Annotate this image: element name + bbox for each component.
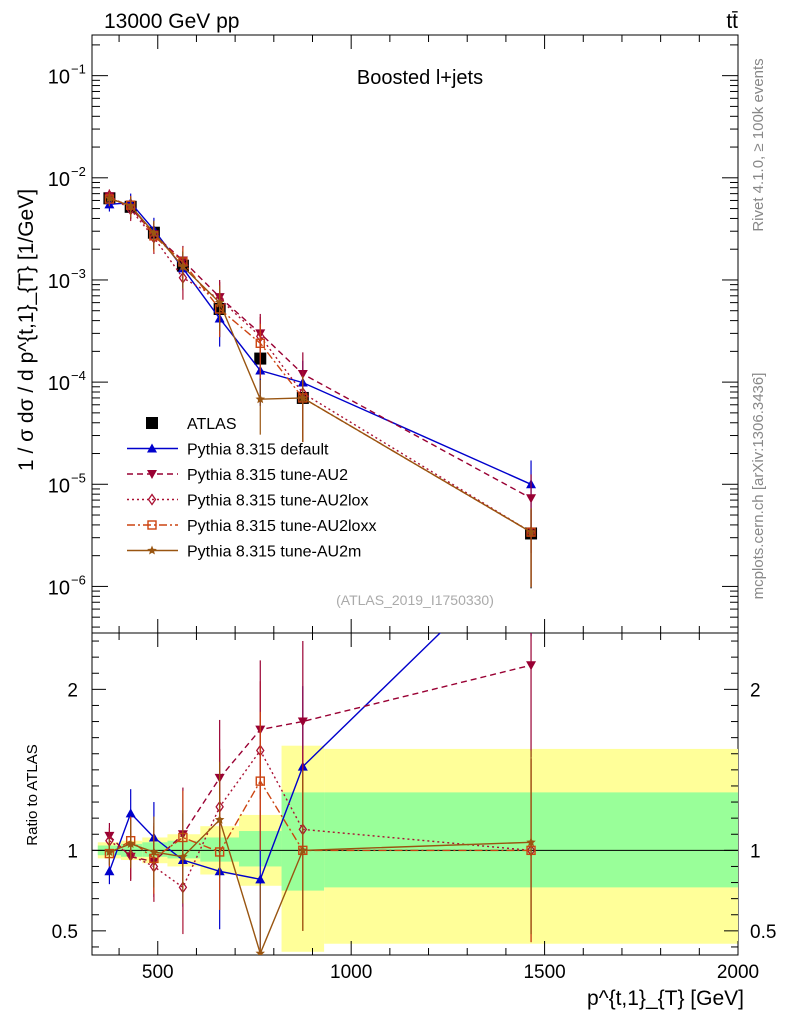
- y-tick-label-ratio-right: 2: [750, 680, 761, 701]
- y-tick-label-main: 10: [48, 271, 70, 293]
- legend-item: Pythia 8.315 tune-AU2m: [127, 544, 361, 561]
- ratio-line: [109, 749, 532, 889]
- ratio-point: [214, 814, 225, 824]
- series-pythia-8-315-default: [104, 193, 537, 540]
- legend-label: Pythia 8.315 tune-AU2m: [187, 544, 361, 561]
- y-tick-label-main-exp: −1: [71, 62, 86, 77]
- x-axis-label: p^{t,1}_{T} [GeV]: [587, 987, 744, 1010]
- chart-title: Boosted l+jets: [357, 67, 483, 89]
- series-line: [109, 197, 532, 533]
- legend-label: Pythia 8.315 tune-AU2: [187, 467, 348, 484]
- x-tick-label: 1000: [330, 962, 372, 983]
- legend-marker: [147, 470, 157, 479]
- ratio-line: [108, 633, 442, 881]
- y-tick-label-main: 10: [48, 373, 70, 395]
- y-tick-label-ratio: 0.5: [52, 922, 78, 943]
- data-point: [526, 527, 536, 537]
- data-point: [149, 227, 159, 237]
- ratio-point: [255, 948, 265, 955]
- y-tick-label-ratio: 1: [67, 841, 78, 862]
- legend-item: Pythia 8.315 tune-AU2lox: [127, 493, 368, 510]
- ratio-point: [526, 661, 537, 671]
- y-tick-label-main-exp: −2: [71, 164, 86, 179]
- data-point: [526, 494, 537, 504]
- series-line: [109, 195, 532, 499]
- ratio-point: [125, 808, 136, 818]
- ratio-point: [178, 851, 188, 861]
- uncertainty-bands: [92, 745, 738, 952]
- analysis-id: (ATLAS_2019_I1750330): [336, 592, 494, 608]
- y-tick-label-ratio-right: 0.5: [750, 922, 776, 943]
- header-right: tt̄: [726, 10, 738, 33]
- ratio-line: [109, 818, 532, 955]
- legend-label: Pythia 8.315 tune-AU2lox: [187, 493, 368, 510]
- data-point: [255, 338, 265, 348]
- rivet-version-label: Rivet 4.1.0, ≥ 100k events: [750, 58, 767, 231]
- data-point: [178, 261, 188, 271]
- ratio-point: [104, 847, 115, 856]
- y-tick-label-ratio-right: 1: [750, 841, 761, 862]
- legend-marker: [147, 493, 157, 506]
- x-tick-label: 500: [142, 962, 174, 983]
- data-point: [104, 193, 115, 203]
- ratio-point: [104, 866, 115, 876]
- ratio-point: [149, 847, 159, 856]
- series-line: [109, 195, 532, 533]
- legend-item: Pythia 8.315 tune-AU2: [127, 467, 348, 484]
- ratio-point: [526, 837, 536, 847]
- legend-label: Pythia 8.315 tune-AU2loxx: [187, 518, 376, 535]
- y-tick-label-main: 10: [48, 577, 70, 599]
- legend-item: ATLAS: [146, 416, 237, 433]
- x-tick-label: 1500: [523, 962, 565, 983]
- ratio-lines: [104, 633, 537, 955]
- x-tick-label: 2000: [717, 962, 759, 983]
- data-point: [125, 201, 136, 210]
- series-pythia-8-315-tune-au2m: [104, 192, 536, 588]
- ratio-line: [109, 779, 531, 860]
- y-tick-label-main-exp: −3: [71, 266, 86, 281]
- legend-marker: [147, 520, 157, 530]
- y-axis-label-main: 1 / σ dσ / d p^{t,1}_{T} [1/GeV]: [15, 189, 38, 471]
- ratio-point: [255, 874, 266, 884]
- y-tick-label-main: 10: [48, 67, 70, 89]
- y-axis-label-main-text: 1 / σ dσ / d p^{t,1}_{T} [1/GeV]: [15, 189, 38, 471]
- ratio-point: [125, 838, 136, 848]
- y-tick-label-main-exp: −4: [71, 368, 86, 383]
- header-left: 13000 GeV pp: [104, 10, 239, 33]
- y-axis-label-ratio: Ratio to ATLAS: [24, 744, 41, 845]
- ratio-point: [255, 776, 265, 786]
- y-tick-label-main-exp: −5: [71, 470, 86, 485]
- legend-label: ATLAS: [187, 416, 237, 433]
- legend-item: Pythia 8.315 tune-AU2loxx: [127, 518, 376, 535]
- ratio-pythia-8-315-tune-au2m: [104, 750, 536, 955]
- legend: ATLAS Pythia 8.315 default Pythia 8.315 tu…: [127, 416, 376, 561]
- legend-item: Pythia 8.315 default: [127, 442, 329, 459]
- legend-marker: [146, 417, 158, 429]
- legend-label: Pythia 8.315 default: [187, 442, 329, 459]
- main-series-group: [103, 189, 538, 589]
- legend-marker: [147, 545, 157, 555]
- data-point: [214, 297, 225, 307]
- y-tick-label-main: 10: [48, 475, 70, 497]
- mcplots-label: mcplots.cern.ch [arXiv:1306.3436]: [750, 373, 767, 600]
- legend-marker: [147, 443, 157, 453]
- data-point: [255, 394, 265, 404]
- data-point: [298, 392, 308, 402]
- y-tick-label-main-exp: −6: [71, 572, 86, 587]
- ratio-point: [298, 845, 308, 855]
- y-tick-label-ratio: 2: [67, 680, 78, 701]
- ratio-point: [297, 717, 308, 727]
- ratio-series-group: [104, 633, 537, 955]
- y-tick-label-main: 10: [48, 169, 70, 191]
